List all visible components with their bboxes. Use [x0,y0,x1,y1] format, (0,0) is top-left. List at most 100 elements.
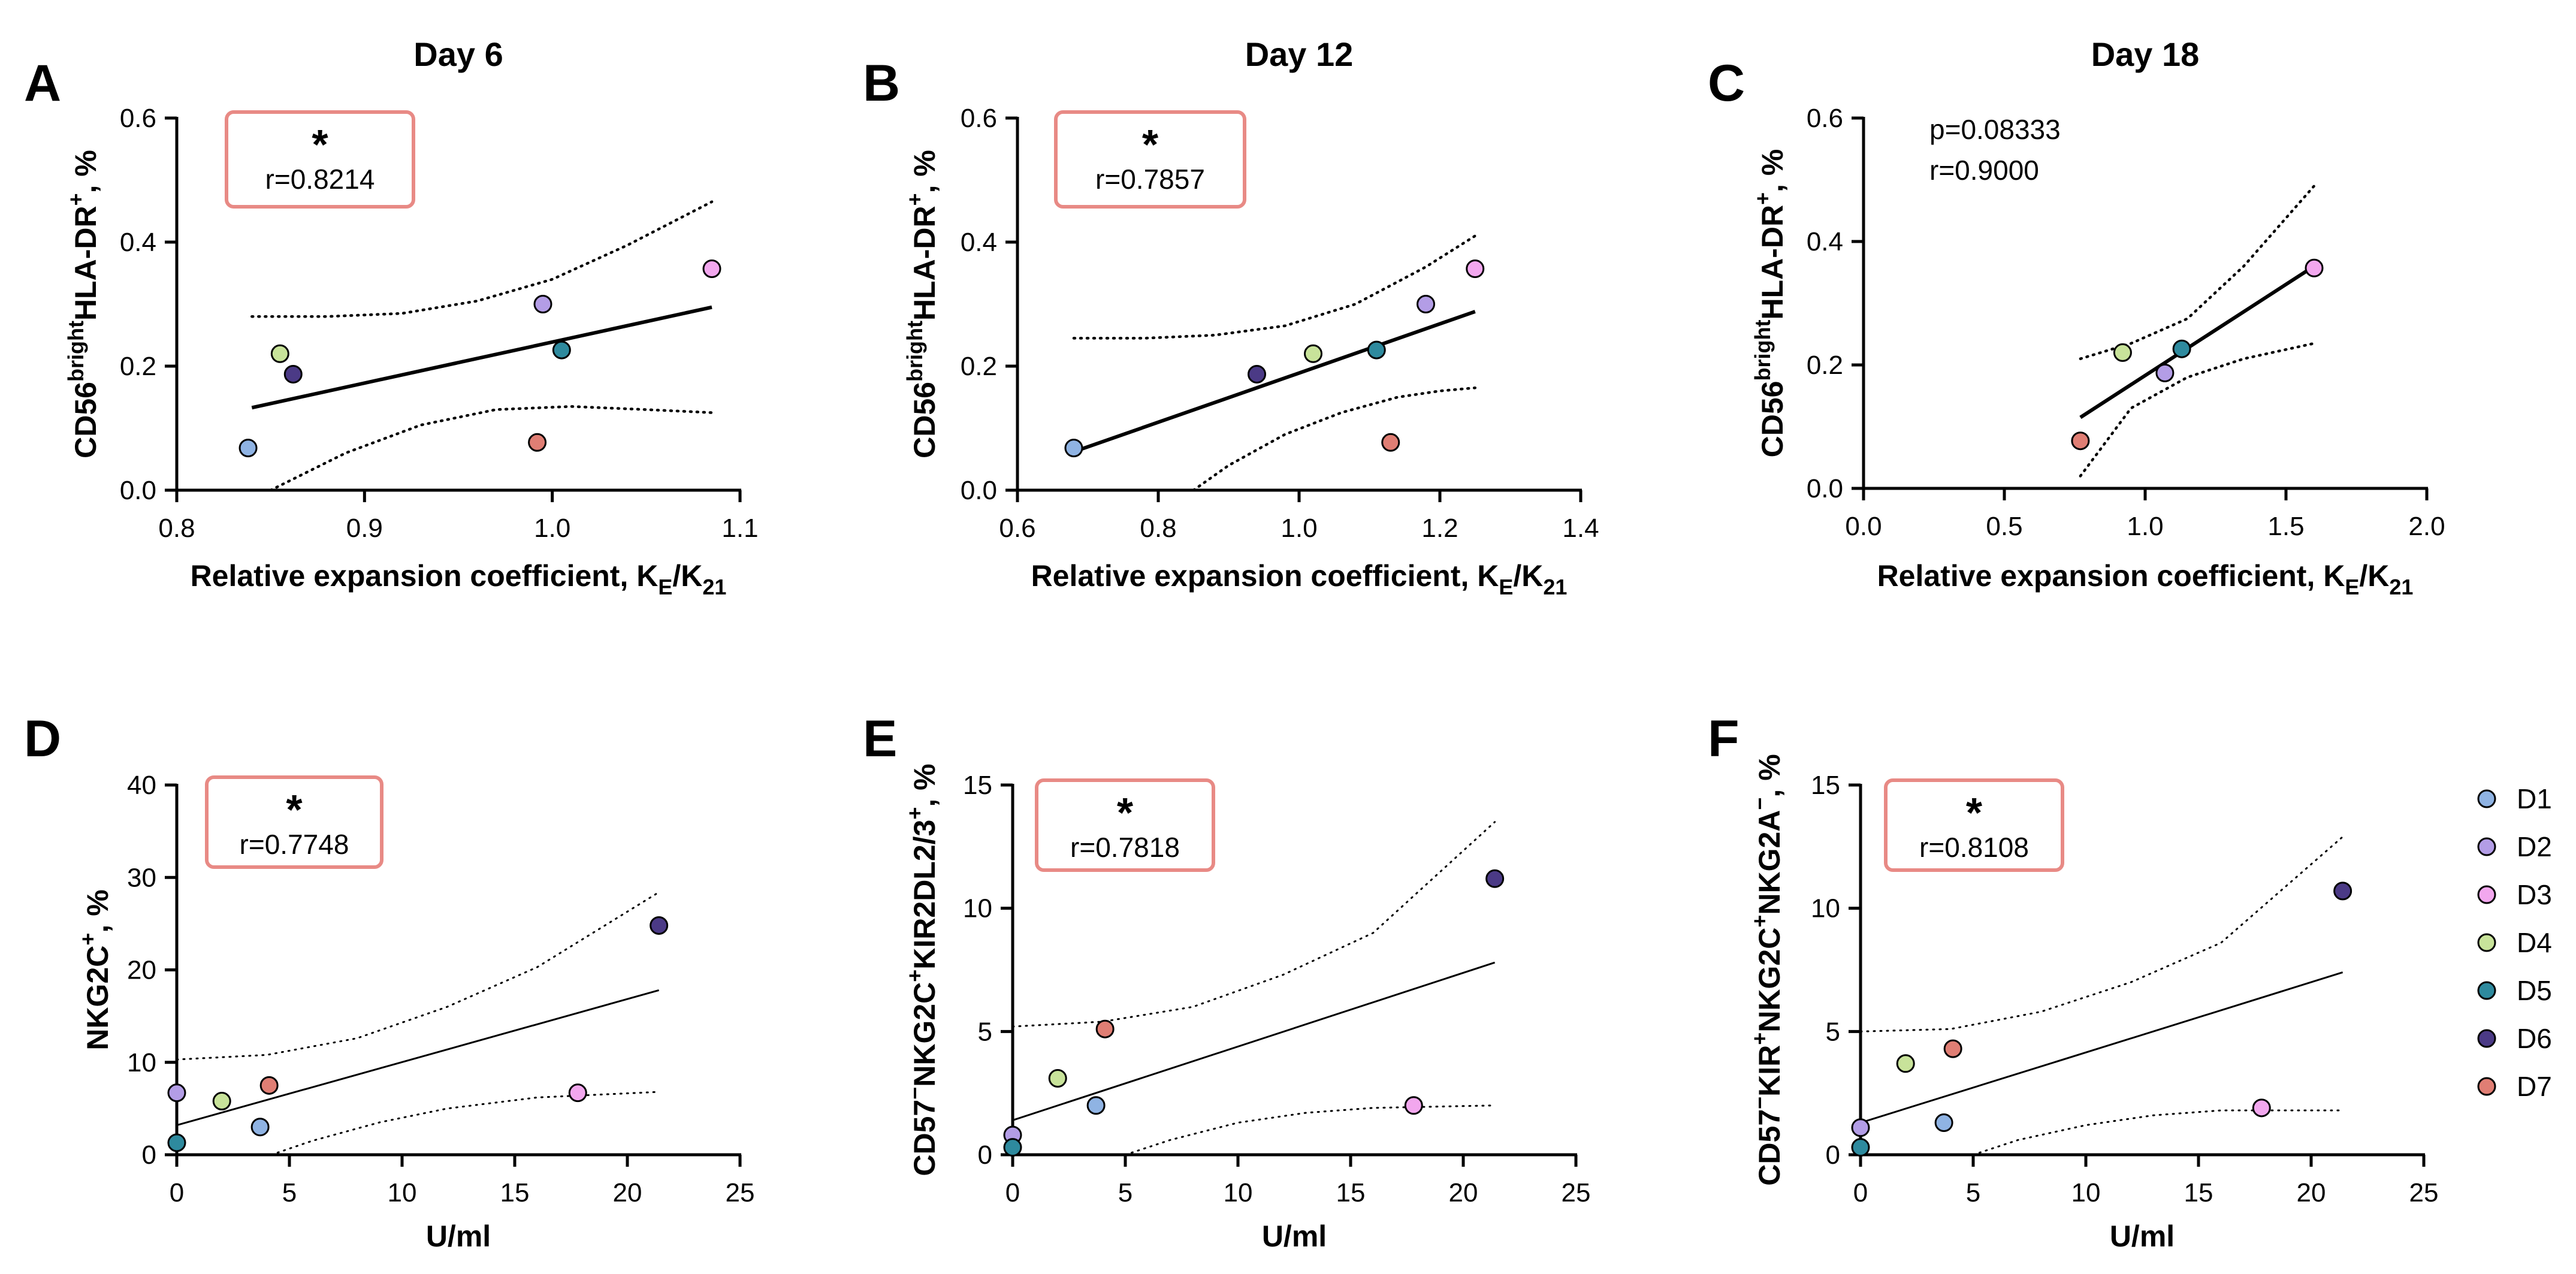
y-axis-label: NKG2C+, % [76,889,114,1050]
y-tick-label: 0 [1826,1140,1840,1170]
y-tick-label: 0.4 [961,228,997,257]
x-tick-label: 2.0 [2408,512,2445,541]
y-tick-label: 0.6 [120,104,156,133]
data-point-d2 [1851,1118,1870,1137]
data-point-d5 [1851,1138,1870,1157]
annotation-text: r=0.9000 [1929,155,2039,186]
data-point-d7 [1943,1039,1962,1058]
y-tick-label: 10 [1811,894,1840,923]
chart-title: Day 18 [2091,35,2200,73]
x-tick-label: 25 [726,1178,755,1207]
y-tick-label: 0.2 [1807,351,1843,380]
y-tick-label: 40 [127,771,156,800]
y-tick-label: 0.6 [961,104,997,133]
legend: D1 D2 D3 D4 D5 D6 D7 [2477,783,2552,1102]
legend-marker-d4 [2477,933,2496,952]
legend-label-d3: D3 [2517,879,2552,910]
x-tick-label: 0 [1853,1178,1868,1207]
regression-line [1012,961,1496,1121]
ci-lower-band [1124,1104,1496,1156]
panel-letter: F [1708,710,1740,768]
data-point-d3 [2252,1098,2271,1118]
legend-label-d7: D7 [2517,1071,2552,1102]
x-axis-label: U/ml [426,1219,491,1253]
panel-letter: E [863,710,897,768]
regression-line [2079,264,2315,419]
y-tick-label: 30 [127,863,156,892]
panel-c: C Day 18 0.0 0.5 1.0 1.5 2.0 0.0 0.2 0.4 0.6 Relati… [1708,35,2445,599]
data-point-d2 [2155,363,2175,382]
x-tick-label: 10 [388,1178,417,1207]
data-point-d3 [1404,1096,1423,1115]
x-tick-label: 5 [1118,1178,1133,1207]
y-axis-label: CD56brightHLA-DR+, % [64,150,102,458]
x-tick-label: 0 [1005,1178,1020,1207]
annotation-box [1035,778,1215,872]
y-tick-label: 0 [978,1140,992,1170]
y-tick-label: 0.2 [120,352,156,381]
data-point-d5 [167,1133,186,1152]
data-point-d4 [1048,1068,1067,1088]
annotation-box [205,775,383,869]
y-tick-label: 0.0 [961,476,997,505]
data-point-d3 [2305,258,2324,277]
x-axis-label: U/ml [2110,1219,2175,1253]
y-tick-label: 15 [1811,771,1840,800]
ci-lower-band [269,405,714,492]
significance-star: * [286,786,303,833]
legend-marker-d1 [2477,789,2496,808]
panel-e: E 0 5 10 15 20 25 0 5 10 15 U/ml CD57−NKG2C+KIR2DL2/… [863,710,1590,1253]
x-tick-label: 5 [1966,1178,1980,1207]
data-point-d3 [568,1083,587,1103]
data-point-d7 [1095,1019,1115,1038]
legend-label-d1: D1 [2517,783,2552,814]
data-point-d1 [250,1118,270,1137]
legend-label-d2: D2 [2517,831,2552,862]
x-tick-label: 0.6 [999,514,1035,543]
legend-label-d5: D5 [2517,975,2552,1006]
data-point-d3 [702,259,721,279]
data-point-d1 [238,439,258,458]
regression-line [1860,971,2344,1124]
data-point-d6 [283,364,303,384]
x-tick-label: 15 [1336,1178,1366,1207]
panel-letter: D [24,710,61,768]
data-point-d6 [2333,881,2352,901]
legend-marker-d5 [2477,981,2496,1000]
ci-upper-band [1072,234,1477,340]
y-tick-label: 5 [1826,1017,1840,1046]
data-point-d5 [1003,1138,1022,1157]
annotation-box [225,110,415,209]
y-tick-label: 10 [127,1048,156,1077]
x-tick-label: 20 [1449,1178,1478,1207]
data-point-d1 [1934,1113,1953,1133]
significance-star: * [1142,121,1159,168]
x-tick-label: 1.4 [1562,514,1599,543]
data-point-d3 [1466,259,1485,279]
x-tick-label: 15 [500,1178,530,1207]
x-tick-label: 1.5 [2267,512,2304,541]
data-point-d7 [259,1076,279,1095]
y-tick-label: 0 [142,1140,156,1170]
annotation-box [1884,778,2064,872]
ci-lower-band [1972,1109,2344,1156]
y-tick-label: 0.2 [961,352,997,381]
chart-title: Day 12 [1245,35,1354,73]
data-point-d6 [650,916,669,935]
x-tick-label: 20 [613,1178,642,1207]
legend-marker-d3 [2477,885,2496,904]
x-tick-label: 0.0 [1845,512,1882,541]
y-tick-label: 20 [127,956,156,985]
y-tick-label: 5 [978,1017,992,1046]
y-tick-label: 0.0 [1807,474,1843,503]
data-point-d5 [552,340,571,360]
panel-d: D 0 5 10 15 20 25 0 10 20 30 40 U/ml NKG2C+, % *r=0.77… [24,710,754,1253]
data-point-d4 [212,1092,231,1111]
significance-star: * [1966,789,1983,836]
data-point-d6 [1485,869,1505,888]
x-axis-label: Relative expansion coefficient, KE/K21 [191,559,727,599]
significance-star: * [1117,789,1134,836]
annotation-text: r=0.8108 [1919,832,2029,863]
y-tick-label: 0.4 [120,228,156,257]
